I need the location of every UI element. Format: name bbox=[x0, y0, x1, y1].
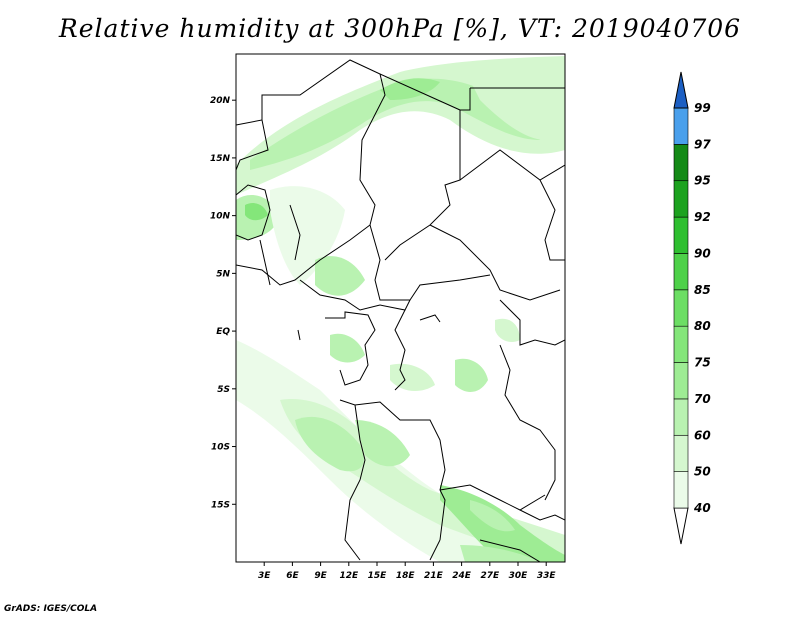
colorbar-segment bbox=[673, 107, 689, 145]
lon-ticks: 3E 6E 9E 12E 15E 18E 21E 24E 27E 30E 33E bbox=[258, 562, 556, 581]
lat-tick-label: 10S bbox=[211, 443, 230, 453]
colorbar-label: 40 bbox=[693, 501, 711, 515]
lat-tick-label: 5S bbox=[217, 385, 230, 395]
colorbar-label: 75 bbox=[694, 356, 711, 370]
lat-ticks: 20N 15N 10N 5N EQ 5S 10S 15S bbox=[210, 96, 236, 510]
colorbar-label: 70 bbox=[694, 392, 711, 406]
lon-tick-label: 24E bbox=[452, 571, 472, 581]
colorbar-label: 85 bbox=[694, 283, 711, 297]
colorbar-segment bbox=[673, 471, 689, 509]
map-frame bbox=[235, 53, 566, 563]
lat-tick-label: EQ bbox=[216, 327, 230, 337]
lon-tick-label: 21E bbox=[424, 571, 444, 581]
colorbar-segment bbox=[673, 325, 689, 363]
colorbar-label: 99 bbox=[694, 101, 711, 115]
lon-tick-label: 12E bbox=[339, 571, 359, 581]
colorbar-label: 92 bbox=[694, 210, 711, 224]
colorbar-top-arrow bbox=[673, 71, 689, 109]
colorbar-label: 95 bbox=[694, 174, 711, 188]
colorbar-segment bbox=[673, 144, 689, 182]
humidity-shading bbox=[236, 56, 565, 562]
lat-tick-label: 15N bbox=[210, 154, 231, 164]
colorbar-label: 50 bbox=[694, 465, 711, 479]
lon-tick-label: 15E bbox=[368, 571, 388, 581]
country-boundaries bbox=[236, 59, 565, 562]
colorbar-segment bbox=[673, 289, 689, 327]
colorbar-segment bbox=[673, 398, 689, 436]
colorbar-segment bbox=[673, 253, 689, 291]
lon-tick-label: 27E bbox=[480, 571, 500, 581]
credit-text: GrADS: IGES/COLA bbox=[4, 604, 98, 614]
colorbar-label: 80 bbox=[694, 319, 711, 333]
lon-tick-label: 9E bbox=[314, 571, 327, 581]
colorbar-bottom-arrow bbox=[673, 507, 689, 545]
colorbar-segment bbox=[673, 180, 689, 218]
lon-tick-label: 33E bbox=[537, 571, 557, 581]
colorbar-label: 60 bbox=[694, 428, 711, 442]
map-title: Relative humidity at 300hPa [%], VT: 201… bbox=[58, 14, 742, 43]
lon-tick-label: 18E bbox=[396, 571, 416, 581]
lon-tick-label: 30E bbox=[509, 571, 529, 581]
colorbar-label: 97 bbox=[694, 137, 711, 151]
lat-tick-label: 15S bbox=[211, 500, 230, 510]
colorbar-segment bbox=[673, 434, 689, 472]
lat-tick-label: 5N bbox=[216, 269, 230, 279]
lon-tick-label: 6E bbox=[286, 571, 299, 581]
colorbar-segment bbox=[673, 362, 689, 400]
lon-tick-label: 3E bbox=[258, 571, 271, 581]
colorbar-segment bbox=[673, 216, 689, 254]
colorbar-label: 90 bbox=[694, 246, 711, 260]
colorbar: 40 50 60 70 75 80 85 90 92 95 97 99 bbox=[673, 71, 711, 545]
lat-tick-label: 20N bbox=[210, 96, 231, 106]
lat-tick-label: 10N bbox=[210, 212, 231, 222]
